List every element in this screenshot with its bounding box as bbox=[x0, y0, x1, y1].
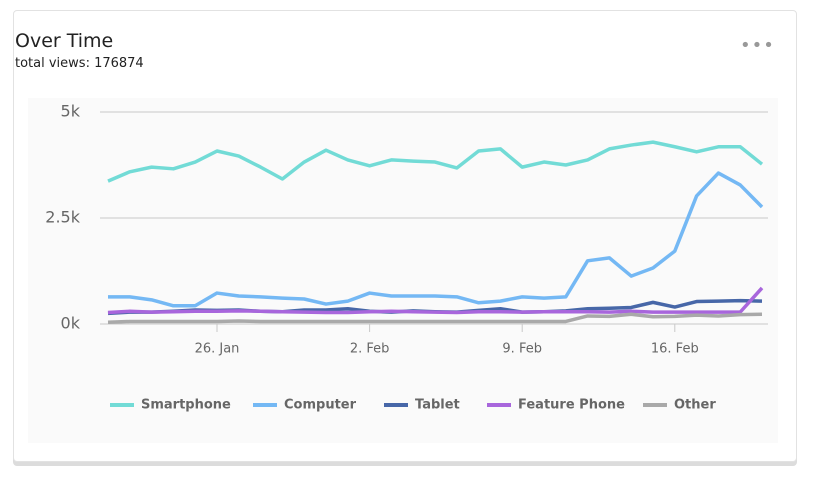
legend-label: Smartphone bbox=[141, 398, 231, 413]
y-tick-label: 5k bbox=[61, 102, 81, 121]
y-tick-label: 0k bbox=[61, 314, 81, 333]
menu-button[interactable]: ••• bbox=[740, 35, 775, 56]
series-line bbox=[107, 312, 763, 325]
plot-background bbox=[28, 98, 778, 443]
y-tick-label: 2.5k bbox=[45, 208, 80, 227]
series-line bbox=[108, 171, 764, 308]
legend-label: Other bbox=[674, 398, 716, 413]
x-tick-label: 2. Feb bbox=[350, 342, 390, 357]
x-tick-label: 16. Feb bbox=[651, 342, 699, 357]
legend-label: Feature Phone bbox=[518, 398, 625, 413]
series-line bbox=[107, 286, 764, 315]
legend-label: Tablet bbox=[415, 398, 460, 413]
legend-label: Computer bbox=[284, 398, 357, 413]
chart-subtitle: total views: 176874 bbox=[15, 56, 144, 71]
x-tick-label: 9. Feb bbox=[502, 342, 542, 357]
x-tick-label: 26. Jan bbox=[195, 342, 240, 357]
chart-title: Over Time bbox=[15, 30, 114, 52]
series-line bbox=[107, 140, 764, 183]
